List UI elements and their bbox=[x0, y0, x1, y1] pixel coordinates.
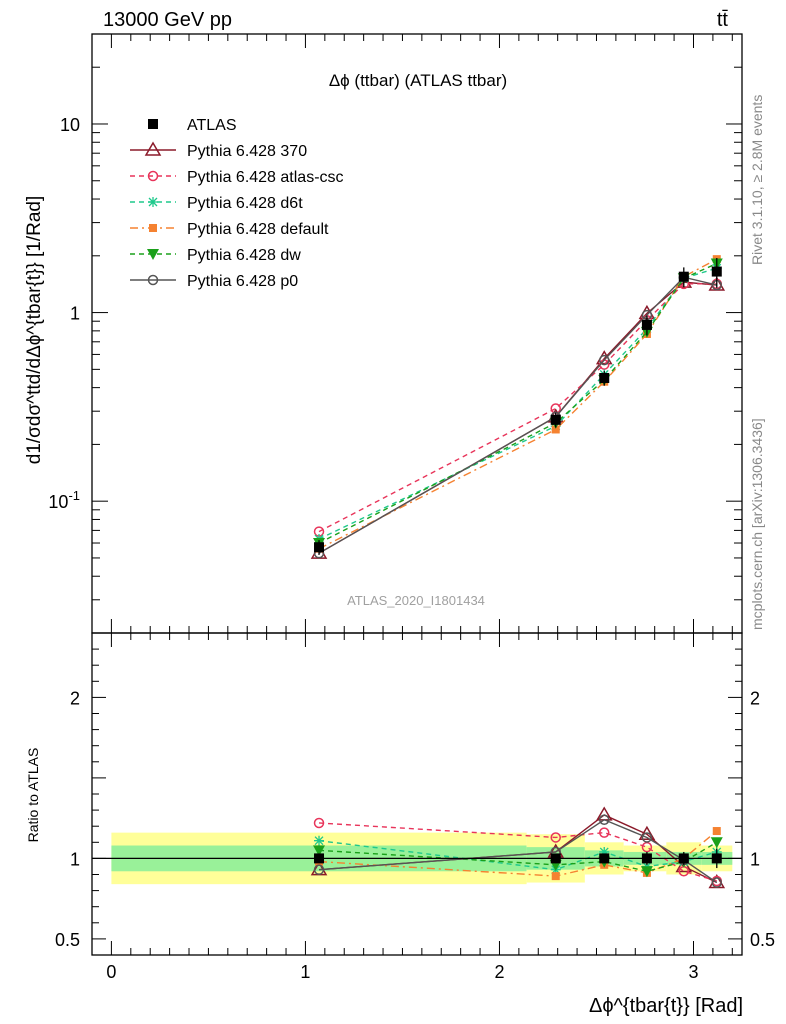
legend-label-6: Pythia 6.428 p0 bbox=[187, 273, 298, 290]
legend-marker-3 bbox=[148, 197, 158, 207]
x-tick-label-3: 3 bbox=[688, 962, 698, 982]
ratio-line-series-6 bbox=[318, 818, 718, 884]
legend-marker-4 bbox=[149, 224, 157, 232]
ratio-line-series-5 bbox=[318, 841, 718, 873]
legend-label-4: Pythia 6.428 default bbox=[187, 221, 329, 238]
y-axis-label-ratio: Ratio to ATLAS bbox=[25, 748, 41, 843]
legend-label-3: Pythia 6.428 d6t bbox=[187, 195, 303, 212]
ratio-point-series-5-0 bbox=[313, 845, 326, 857]
legend-marker-0 bbox=[148, 119, 158, 129]
main-line-series-6 bbox=[318, 276, 717, 554]
y-tick-label-main-0: 10-1 bbox=[48, 488, 80, 512]
legend: ATLAS Pythia 6.428 370 Pythia 6.428 atlas-… bbox=[130, 117, 344, 290]
x-tick-label-2: 2 bbox=[494, 962, 504, 982]
ratio-point-series-1-3 bbox=[638, 825, 656, 840]
analysis-watermark: ATLAS_2020_I1801434 bbox=[347, 593, 485, 608]
main-point-series-4-1 bbox=[551, 425, 560, 434]
legend-label-0: ATLAS bbox=[187, 117, 237, 134]
ratio-line-series-4 bbox=[318, 830, 718, 877]
ratio-point-series-4-5 bbox=[712, 827, 721, 836]
ratio-point-series-6-2 bbox=[598, 814, 610, 826]
x-tick-label-0: 0 bbox=[106, 962, 116, 982]
ratio-point-series-3-2 bbox=[599, 846, 610, 857]
legend-marker-1 bbox=[144, 141, 162, 156]
main-line-series-5 bbox=[318, 262, 718, 544]
source-label: mcplots.cern.ch [arXiv:1306.3436] bbox=[749, 418, 765, 630]
ratio-tick-label-right-1: 1 bbox=[750, 849, 760, 869]
ratio-tick-label-left-0: 0.5 bbox=[55, 930, 80, 950]
ratio-point-series-2-1 bbox=[550, 832, 561, 843]
y-tick-label-main-2: 10 bbox=[60, 115, 80, 135]
main-point-series-6-2 bbox=[598, 354, 610, 366]
ratio-tick-label-right-0: 0.5 bbox=[750, 930, 775, 950]
main-line-series-3 bbox=[318, 267, 717, 540]
energy-label: 13000 GeV pp bbox=[103, 9, 232, 31]
ratio-line-series-2 bbox=[318, 822, 717, 882]
legend-marker-6 bbox=[147, 274, 159, 286]
x-tick-label-1: 1 bbox=[300, 962, 310, 982]
legend-label-1: Pythia 6.428 370 bbox=[187, 143, 307, 160]
ratio-plot-frame bbox=[91, 632, 743, 956]
ratio-point-series-5-3 bbox=[640, 866, 653, 878]
ratio-point-series-3-0 bbox=[314, 835, 325, 846]
rivet-version-label: Rivet 3.1.10, ≥ 2.8M events bbox=[749, 95, 765, 265]
axis-tick-labels: 0 1 2 3 10-1 1 10 0.5 0.5 1 1 2 2 bbox=[48, 115, 775, 982]
ratio-point-series-6-3 bbox=[641, 832, 653, 843]
legend-label-5: Pythia 6.428 dw bbox=[187, 247, 301, 264]
y-axis-label-main: d1/σdσ^ttd/dΔϕ^{tbar{t}} [1/Rad] bbox=[24, 196, 45, 465]
main-line-series-4 bbox=[318, 258, 718, 550]
legend-marker-2 bbox=[147, 170, 159, 182]
ratio-point-series-2-2 bbox=[598, 827, 610, 838]
axis-ticks bbox=[92, 33, 742, 956]
ratio-point-series-4-1 bbox=[551, 872, 560, 881]
process-label: tt̄ bbox=[717, 9, 729, 31]
ratio-tick-label-left-2: 2 bbox=[70, 688, 80, 708]
ratio-point-series-6-5 bbox=[711, 877, 723, 888]
ratio-line-series-3 bbox=[318, 839, 717, 871]
legend-marker-5 bbox=[147, 249, 159, 260]
ratio-tick-label-left-1: 1 bbox=[70, 849, 80, 869]
main-line-series-2 bbox=[318, 283, 717, 533]
legend-label-2: Pythia 6.428 atlas-csc bbox=[187, 169, 344, 186]
main-series-layer bbox=[310, 255, 726, 559]
y-tick-label-main-1: 1 bbox=[70, 304, 80, 324]
x-axis-label: Δϕ^{tbar{t}} [Rad] bbox=[589, 995, 743, 1017]
plot-title: Δϕ (ttbar) (ATLAS ttbar) bbox=[329, 71, 507, 90]
ratio-tick-label-right-2: 2 bbox=[750, 688, 760, 708]
ratio-point-series-5-5 bbox=[710, 837, 723, 849]
ratio-point-series-6-0 bbox=[313, 864, 325, 875]
ratio-point-series-2-0 bbox=[313, 817, 325, 829]
